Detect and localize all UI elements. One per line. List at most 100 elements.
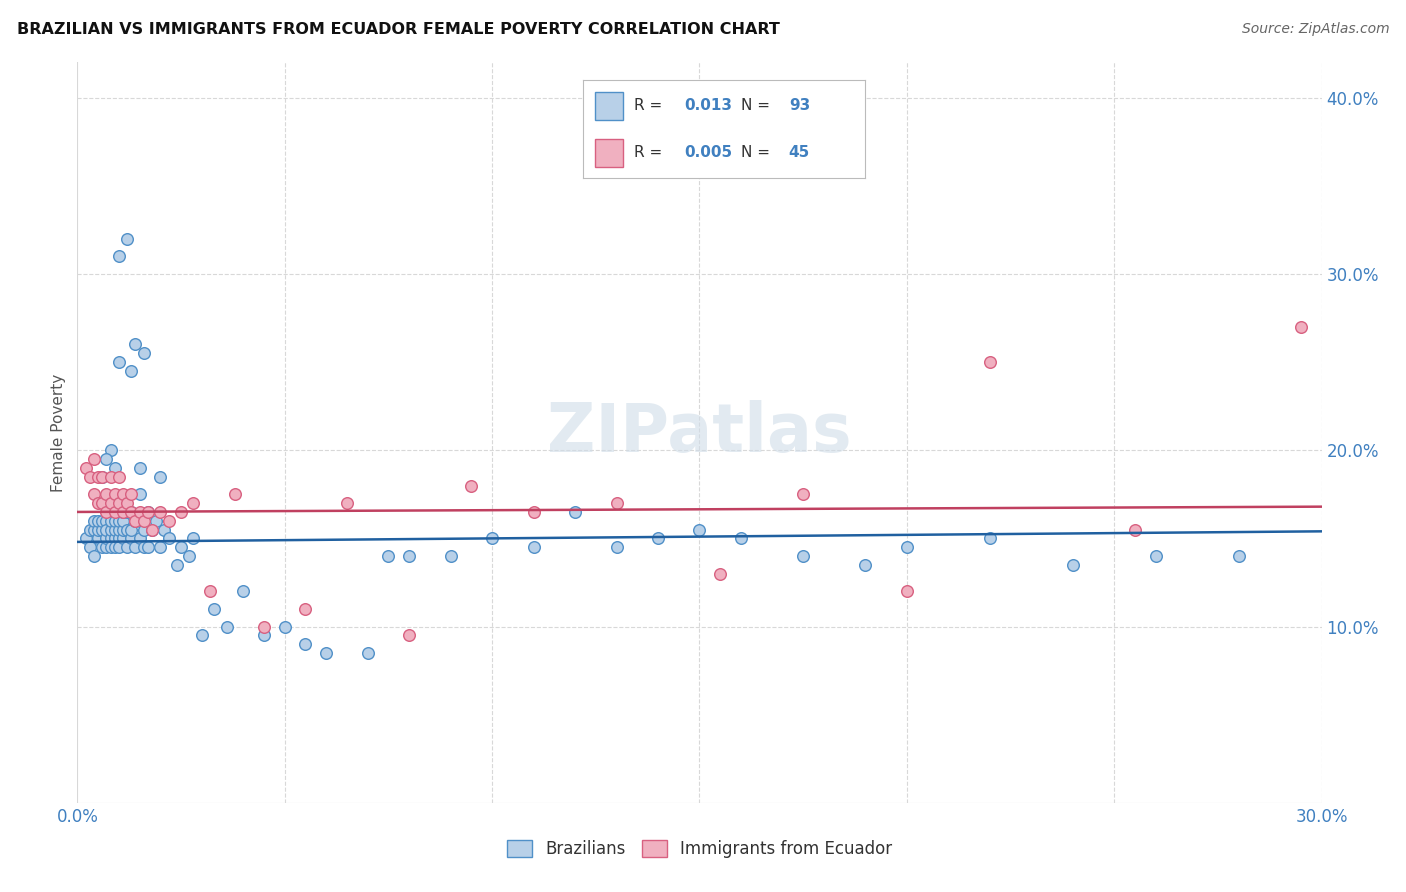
Bar [595, 92, 623, 120]
Point [120, 364, 142, 378]
Point [107, 514, 129, 528]
Point [190, 628, 214, 642]
Point [120, 505, 142, 519]
Point [294, 637, 316, 651]
Point [170, 505, 193, 519]
Point [855, 558, 877, 572]
Point [104, 487, 127, 501]
Point [91, 496, 114, 510]
Point [87, 523, 110, 537]
Text: 45: 45 [789, 145, 810, 160]
Point [128, 532, 150, 546]
Point [709, 566, 731, 581]
Point [107, 469, 129, 483]
Point [979, 355, 1001, 369]
Point [253, 628, 276, 642]
Text: 93: 93 [789, 98, 810, 112]
Point [128, 487, 150, 501]
Point [107, 355, 129, 369]
Point [136, 505, 159, 519]
Point [79, 523, 101, 537]
Point [198, 584, 221, 599]
Point [398, 549, 420, 563]
Point [115, 523, 138, 537]
Point [136, 540, 159, 554]
Text: N =: N = [741, 145, 775, 160]
Point [104, 461, 127, 475]
Point [294, 602, 316, 616]
Point [115, 496, 138, 510]
Point [564, 505, 586, 519]
Point [896, 540, 918, 554]
Point [107, 496, 129, 510]
Point [104, 514, 127, 528]
Text: 0.013: 0.013 [685, 98, 733, 112]
Point [120, 523, 142, 537]
Point [149, 505, 172, 519]
Point [523, 505, 546, 519]
Point [689, 523, 711, 537]
Point [132, 523, 155, 537]
Point [115, 540, 138, 554]
Text: ZIPatlas: ZIPatlas [547, 400, 852, 466]
Point [141, 523, 163, 537]
Point [91, 469, 114, 483]
Point [104, 523, 127, 537]
Point [792, 549, 814, 563]
Point [91, 514, 114, 528]
Point [100, 443, 122, 458]
Point [183, 532, 205, 546]
Point [87, 514, 110, 528]
Text: N =: N = [741, 98, 775, 112]
Text: BRAZILIAN VS IMMIGRANTS FROM ECUADOR FEMALE POVERTY CORRELATION CHART: BRAZILIAN VS IMMIGRANTS FROM ECUADOR FEM… [17, 22, 780, 37]
Point [157, 532, 180, 546]
Point [439, 549, 461, 563]
Point [107, 540, 129, 554]
Point [100, 496, 122, 510]
Point [79, 540, 101, 554]
Point [91, 523, 114, 537]
Text: 0.005: 0.005 [685, 145, 733, 160]
Point [124, 337, 146, 351]
Point [83, 523, 105, 537]
Point [124, 514, 146, 528]
Point [215, 619, 238, 633]
Point [87, 496, 110, 510]
Point [1123, 523, 1146, 537]
Point [730, 532, 752, 546]
Point [100, 532, 122, 546]
Point [606, 540, 628, 554]
Point [170, 540, 193, 554]
Point [149, 469, 172, 483]
Point [128, 514, 150, 528]
Point [232, 584, 254, 599]
Point [120, 532, 142, 546]
Point [166, 558, 188, 572]
Point [104, 532, 127, 546]
Point [87, 532, 110, 546]
Point [149, 540, 172, 554]
Point [183, 496, 205, 510]
Point [120, 487, 142, 501]
Point [224, 487, 246, 501]
Point [100, 514, 122, 528]
Point [132, 514, 155, 528]
Y-axis label: Female Poverty: Female Poverty [51, 374, 66, 491]
Point [1227, 549, 1250, 563]
Point [202, 602, 225, 616]
Text: R =: R = [634, 145, 668, 160]
Point [111, 505, 134, 519]
Point [124, 514, 146, 528]
Point [357, 646, 380, 660]
Point [96, 523, 118, 537]
Point [79, 469, 101, 483]
Point [111, 514, 134, 528]
Point [481, 532, 503, 546]
Text: R =: R = [634, 98, 668, 112]
Point [83, 549, 105, 563]
Point [1289, 319, 1312, 334]
Point [75, 532, 97, 546]
Point [96, 540, 118, 554]
Point [91, 469, 114, 483]
Point [83, 487, 105, 501]
